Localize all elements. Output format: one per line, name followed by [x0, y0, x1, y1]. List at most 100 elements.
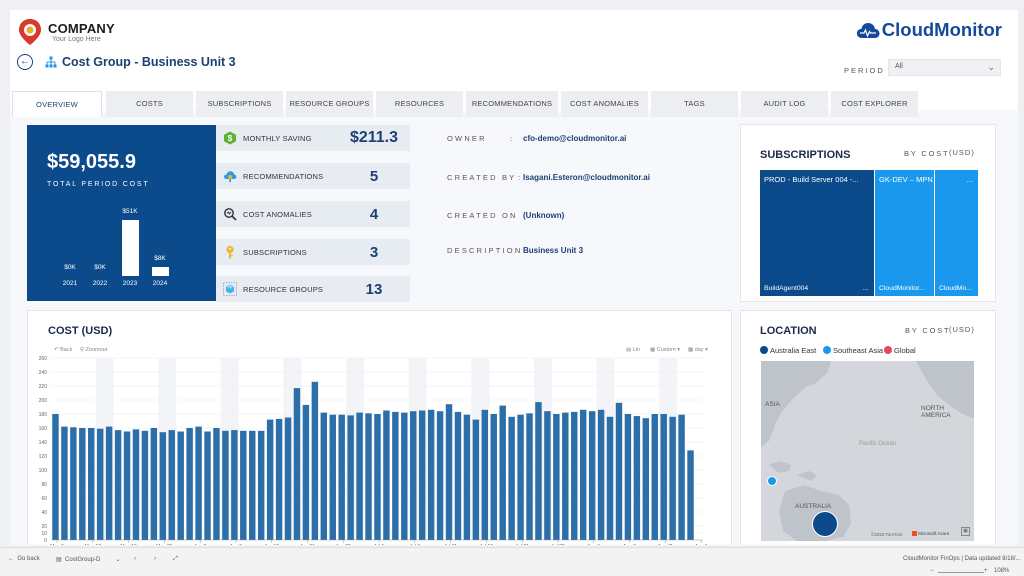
cost-bar[interactable] — [275, 418, 283, 540]
cost-bar[interactable] — [418, 410, 426, 541]
cost-bar[interactable] — [204, 431, 211, 541]
cost-bar[interactable] — [70, 427, 77, 540]
tab-subscriptions[interactable]: SUBSCRIPTIONS — [196, 91, 283, 117]
cost-bar[interactable] — [499, 405, 506, 540]
map-expand-icon[interactable]: ▣ — [961, 527, 970, 536]
chart-lin-toggle[interactable]: ▤ Lin — [626, 347, 641, 353]
tab-resources[interactable]: RESOURCES — [376, 91, 463, 117]
chart-zoomout-button[interactable]: ⚲ Zoomout — [80, 347, 108, 353]
cost-bar[interactable] — [553, 414, 560, 540]
cost-bar[interactable] — [588, 411, 596, 540]
cost-bar[interactable] — [410, 411, 417, 540]
cost-bar[interactable] — [678, 414, 685, 540]
treemap-tile-cloudmonitor[interactable]: ... CloudMo... — [935, 170, 978, 296]
map-bubble-southeast-asia[interactable] — [767, 476, 777, 486]
cost-bar[interactable] — [660, 414, 667, 540]
cost-bar[interactable] — [597, 409, 605, 540]
cost-bar[interactable] — [454, 411, 462, 540]
cost-bar[interactable] — [338, 414, 345, 540]
cost-bar[interactable] — [329, 414, 336, 540]
cost-bar[interactable] — [293, 388, 301, 540]
cost-bar[interactable] — [320, 412, 328, 540]
legend-global[interactable]: Global — [884, 346, 916, 355]
page-selector[interactable]: ▤ CostGroup-D ⌄ — [56, 557, 121, 563]
cost-bar[interactable] — [562, 412, 569, 540]
cost-bar[interactable] — [445, 404, 453, 540]
back-button[interactable]: ← — [17, 54, 33, 70]
next-page-button[interactable]: › — [154, 556, 156, 562]
kpi-recommendations[interactable]: RECOMMENDATIONS 5 — [216, 163, 410, 189]
cost-bar[interactable] — [606, 416, 614, 540]
cost-bar[interactable] — [427, 409, 435, 540]
zoom-slider[interactable] — [938, 572, 984, 573]
cost-bar[interactable] — [257, 430, 265, 540]
treemap-tile-prod-build-server[interactable]: PROD - Build Server 004 -... BuildAgent0… — [760, 170, 874, 296]
cost-bar[interactable] — [481, 409, 489, 540]
cost-bar[interactable] — [571, 411, 578, 540]
cost-bar[interactable] — [105, 426, 113, 540]
kpi-resource-groups[interactable]: RESOURCE GROUPS 13 — [216, 276, 410, 302]
cost-bar[interactable] — [579, 409, 587, 540]
go-back-button[interactable]: ← Go back — [8, 556, 40, 562]
cost-bar[interactable] — [356, 412, 363, 540]
cost-bar[interactable] — [347, 415, 354, 540]
cost-bar[interactable] — [61, 426, 68, 540]
cost-bar[interactable] — [374, 414, 381, 540]
chart-interval-dropdown[interactable]: ▩ day ▾ — [688, 347, 708, 353]
cost-bar[interactable] — [168, 430, 175, 540]
cost-bar[interactable] — [508, 416, 515, 540]
tab-resource-groups[interactable]: RESOURCE GROUPS — [286, 91, 373, 117]
cost-bar[interactable] — [150, 428, 158, 540]
cost-bar[interactable] — [526, 413, 533, 540]
kpi-cost-anomalies[interactable]: COST ANOMALIES 4 — [216, 201, 410, 227]
prev-page-button[interactable]: ‹ — [134, 556, 136, 562]
cost-bar[interactable] — [222, 430, 229, 540]
cost-bar[interactable] — [240, 430, 247, 540]
tab-tags[interactable]: TAGS — [651, 91, 738, 117]
treemap-tile-gk-dev-mpn[interactable]: GK-DEV – MPN CloudMonitor... — [875, 170, 934, 296]
cost-bar[interactable] — [213, 428, 220, 540]
kpi-subscriptions[interactable]: SUBSCRIPTIONS 3 — [216, 239, 410, 265]
cost-bar[interactable] — [472, 419, 480, 540]
cost-bar[interactable] — [123, 431, 131, 541]
tab-recommendations[interactable]: RECOMMENDATIONS — [466, 91, 558, 117]
cost-bar[interactable] — [186, 428, 193, 540]
cost-bar[interactable] — [392, 411, 399, 540]
cost-bar[interactable] — [436, 411, 444, 540]
cost-bar[interactable] — [633, 416, 641, 540]
cost-bar[interactable] — [132, 429, 140, 540]
cost-bar[interactable] — [52, 414, 59, 540]
cost-bar[interactable] — [544, 411, 551, 540]
cost-bar[interactable] — [266, 419, 274, 540]
cost-bar[interactable] — [195, 426, 202, 540]
cost-bar[interactable] — [490, 414, 497, 540]
cost-bar[interactable] — [284, 417, 292, 541]
cost-bar[interactable] — [517, 414, 524, 540]
year-bar-2023[interactable] — [122, 220, 139, 276]
kpi-monthly-saving[interactable]: $ MONTHLY SAVING $211.3 — [216, 125, 410, 151]
tab-cost-explorer[interactable]: COST EXPLORER — [831, 91, 918, 117]
year-bar-2024[interactable] — [152, 267, 169, 276]
zoom-in-button[interactable]: + — [984, 568, 988, 574]
tab-costs[interactable]: COSTS — [106, 91, 193, 117]
cost-bar[interactable] — [535, 402, 542, 540]
chart-back-button[interactable]: ↶ Back — [54, 347, 73, 353]
cost-bar[interactable] — [177, 431, 184, 541]
zoom-out-button[interactable]: − — [930, 568, 934, 574]
chart-custom-dropdown[interactable]: ▦ Custom ▾ — [650, 347, 680, 353]
cost-bar[interactable] — [302, 404, 310, 540]
cost-bar[interactable] — [687, 450, 694, 540]
cost-bar[interactable] — [141, 430, 149, 540]
cost-bar[interactable] — [311, 381, 319, 540]
cost-bar[interactable] — [463, 414, 471, 540]
world-map[interactable]: ASIA NORTH AMERICA Pacific Ocean AUSTRAL… — [761, 361, 974, 541]
tab-cost-anomalies[interactable]: COST ANOMALIES — [561, 91, 648, 117]
cost-bar[interactable] — [249, 430, 256, 540]
map-bubble-australia-east[interactable] — [812, 511, 838, 537]
cost-bar[interactable] — [651, 414, 658, 540]
cost-bar[interactable] — [383, 410, 390, 541]
tab-overview[interactable]: OVERVIEW — [12, 91, 102, 117]
cost-bar[interactable] — [365, 413, 372, 540]
cost-bar[interactable] — [231, 430, 238, 540]
cost-bar[interactable] — [114, 430, 122, 540]
